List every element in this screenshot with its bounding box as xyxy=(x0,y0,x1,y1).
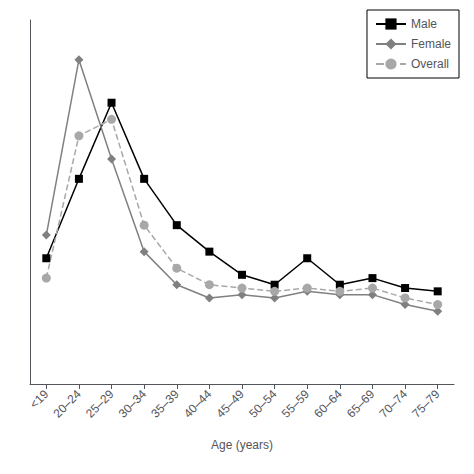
svg-text:35–39: 35–39 xyxy=(148,387,182,421)
svg-text:25–29: 25–29 xyxy=(83,387,117,421)
svg-text:Female: Female xyxy=(411,37,451,51)
svg-text:65–69: 65–69 xyxy=(344,387,378,421)
svg-text:Age (years): Age (years) xyxy=(211,438,273,452)
svg-text:Male: Male xyxy=(411,17,437,31)
svg-text:40–44: 40–44 xyxy=(181,387,215,421)
svg-text:<19: <19 xyxy=(27,387,52,412)
svg-text:55–59: 55–59 xyxy=(279,387,313,421)
svg-text:75–79: 75–79 xyxy=(409,387,443,421)
svg-text:70–74: 70–74 xyxy=(377,387,411,421)
svg-text:45–49: 45–49 xyxy=(213,387,247,421)
svg-text:Overall: Overall xyxy=(411,57,449,71)
svg-text:50–54: 50–54 xyxy=(246,387,280,421)
svg-text:60–64: 60–64 xyxy=(311,387,345,421)
svg-text:20–24: 20–24 xyxy=(50,387,84,421)
svg-text:30–34: 30–34 xyxy=(116,387,150,421)
